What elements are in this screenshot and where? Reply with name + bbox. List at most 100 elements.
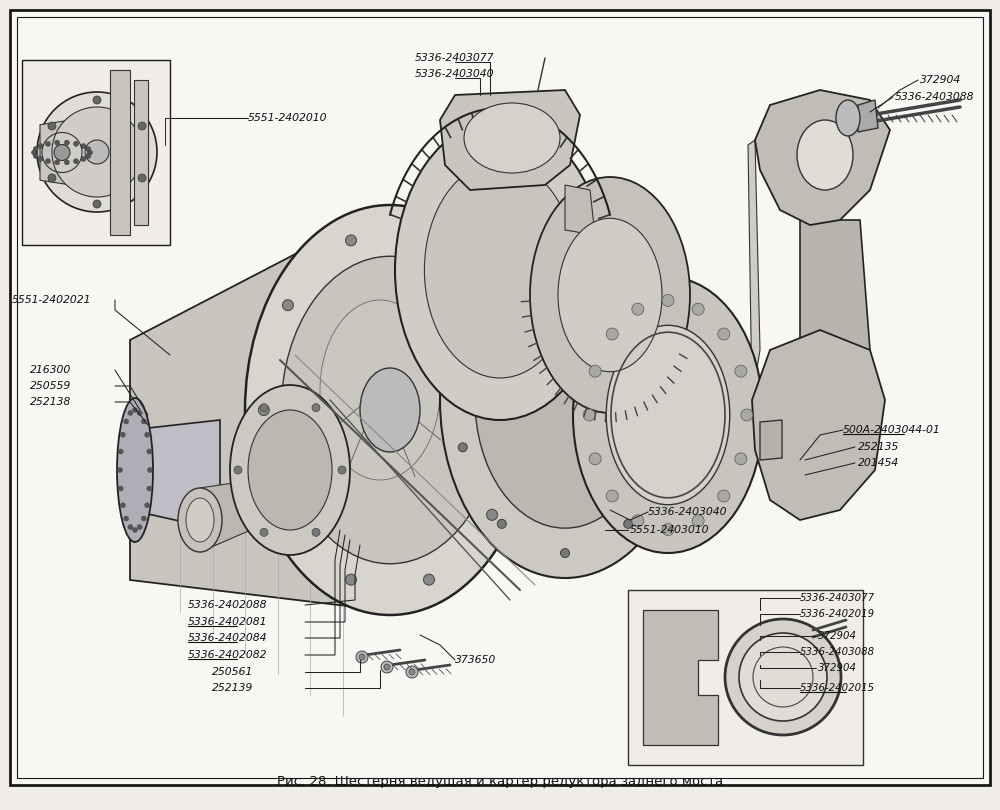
Text: 216300: 216300 (30, 365, 71, 375)
Ellipse shape (245, 205, 535, 615)
Circle shape (718, 328, 730, 340)
Text: 5336-2403077: 5336-2403077 (415, 53, 495, 63)
Text: 5336-2403088: 5336-2403088 (800, 647, 875, 657)
Bar (22, 60, 170, 245)
Circle shape (128, 411, 133, 416)
Circle shape (33, 147, 38, 151)
Circle shape (662, 295, 674, 306)
Text: 5336-2402081: 5336-2402081 (188, 617, 268, 627)
Circle shape (381, 661, 393, 673)
Circle shape (260, 403, 268, 411)
Circle shape (118, 449, 123, 454)
Circle shape (497, 271, 506, 280)
Circle shape (145, 433, 150, 437)
Circle shape (282, 300, 293, 311)
Polygon shape (643, 610, 718, 745)
Bar (134, 80, 148, 225)
Circle shape (458, 443, 467, 452)
Circle shape (741, 409, 753, 421)
Polygon shape (565, 185, 595, 235)
Circle shape (497, 519, 506, 528)
Circle shape (38, 143, 43, 148)
Circle shape (583, 409, 595, 421)
Polygon shape (130, 420, 220, 530)
Circle shape (132, 527, 138, 532)
Circle shape (346, 574, 357, 585)
Ellipse shape (573, 277, 763, 553)
Text: 5551-2402021: 5551-2402021 (12, 295, 92, 305)
Circle shape (120, 433, 125, 437)
Circle shape (589, 365, 601, 377)
Circle shape (137, 525, 142, 530)
Circle shape (48, 174, 56, 182)
Circle shape (147, 449, 152, 454)
Circle shape (406, 666, 418, 678)
Polygon shape (40, 117, 92, 188)
Circle shape (338, 466, 346, 474)
Circle shape (132, 407, 138, 412)
Ellipse shape (836, 100, 860, 136)
Circle shape (124, 419, 129, 424)
Circle shape (86, 147, 91, 151)
Circle shape (88, 150, 92, 155)
Circle shape (312, 403, 320, 411)
Circle shape (120, 503, 125, 508)
Ellipse shape (281, 256, 499, 564)
Circle shape (487, 300, 498, 311)
Circle shape (81, 156, 86, 161)
Circle shape (739, 633, 827, 721)
Text: 5336-2402088: 5336-2402088 (188, 600, 268, 610)
Text: 5551-2402010: 5551-2402010 (248, 113, 328, 123)
Text: Рис. 28. Шестерня ведущая и картер редуктора заднего моста: Рис. 28. Шестерня ведущая и картер редук… (277, 775, 723, 788)
Text: 5336-2403040: 5336-2403040 (415, 69, 495, 79)
Ellipse shape (295, 265, 465, 515)
Circle shape (662, 523, 674, 535)
Circle shape (45, 141, 50, 147)
Circle shape (124, 516, 129, 521)
Circle shape (735, 453, 747, 465)
Ellipse shape (558, 219, 662, 372)
Circle shape (487, 509, 498, 520)
Circle shape (141, 516, 146, 521)
Circle shape (312, 528, 320, 536)
Polygon shape (130, 210, 380, 610)
Ellipse shape (360, 368, 420, 452)
Text: 250559: 250559 (30, 381, 71, 391)
Ellipse shape (186, 498, 214, 542)
Ellipse shape (440, 222, 690, 578)
Ellipse shape (797, 120, 853, 190)
Circle shape (725, 619, 841, 735)
Circle shape (138, 174, 146, 182)
Ellipse shape (248, 410, 332, 530)
Text: 252135: 252135 (858, 442, 899, 452)
Circle shape (356, 651, 368, 663)
Text: 5551-2403010: 5551-2403010 (630, 525, 710, 535)
Circle shape (282, 509, 293, 520)
Circle shape (46, 159, 51, 164)
Circle shape (663, 443, 672, 452)
Circle shape (118, 467, 122, 472)
Circle shape (64, 140, 69, 145)
Circle shape (632, 303, 644, 315)
Text: 252139: 252139 (212, 683, 253, 693)
Circle shape (48, 122, 56, 130)
Circle shape (85, 140, 109, 164)
Circle shape (692, 515, 704, 526)
Circle shape (692, 303, 704, 315)
Circle shape (54, 144, 70, 160)
Circle shape (234, 466, 242, 474)
Text: 372904: 372904 (818, 663, 857, 673)
Circle shape (632, 515, 644, 526)
Text: 5336-2402019: 5336-2402019 (800, 609, 875, 619)
Circle shape (64, 160, 69, 165)
Circle shape (606, 328, 618, 340)
Ellipse shape (230, 385, 350, 555)
Circle shape (346, 235, 357, 246)
Circle shape (74, 141, 78, 147)
Circle shape (38, 156, 43, 161)
Circle shape (409, 669, 415, 675)
Ellipse shape (270, 230, 490, 550)
Circle shape (81, 143, 86, 148)
Polygon shape (760, 420, 782, 460)
Circle shape (735, 365, 747, 377)
